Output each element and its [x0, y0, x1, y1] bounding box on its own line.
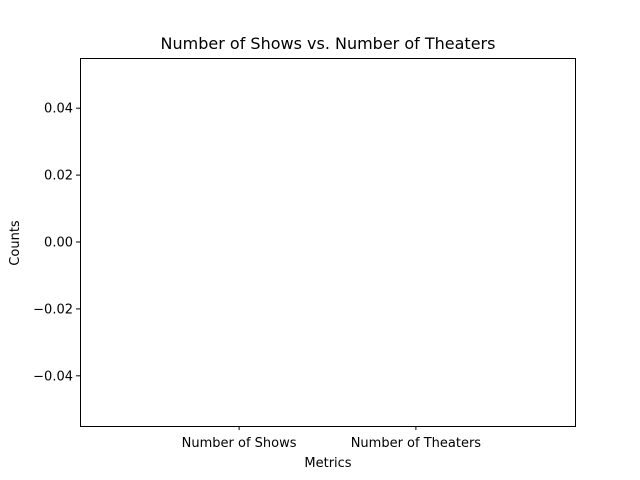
x-axis: Number of Shows Number of Theaters [182, 426, 482, 451]
y-tick-label-5: −0.04 [33, 369, 73, 384]
y-tick-label-1: 0.04 [44, 102, 73, 117]
y-axis: 0.04 0.02 0.00 −0.02 −0.04 [33, 102, 80, 384]
plot-background [80, 58, 575, 426]
plot-frame [80, 58, 576, 427]
plot-area [80, 58, 575, 426]
x-axis-label: Metrics [304, 456, 351, 471]
y-tick-label-2: 0.02 [44, 169, 73, 184]
chart-title: Number of Shows vs. Number of Theaters [161, 34, 496, 53]
x-tick-label-2: Number of Theaters [351, 436, 482, 451]
y-tick-label-3: 0.00 [44, 236, 73, 251]
y-tick-label-4: −0.02 [33, 302, 73, 317]
y-axis-label: Counts [8, 220, 23, 266]
x-tick-label-1: Number of Shows [182, 436, 297, 451]
